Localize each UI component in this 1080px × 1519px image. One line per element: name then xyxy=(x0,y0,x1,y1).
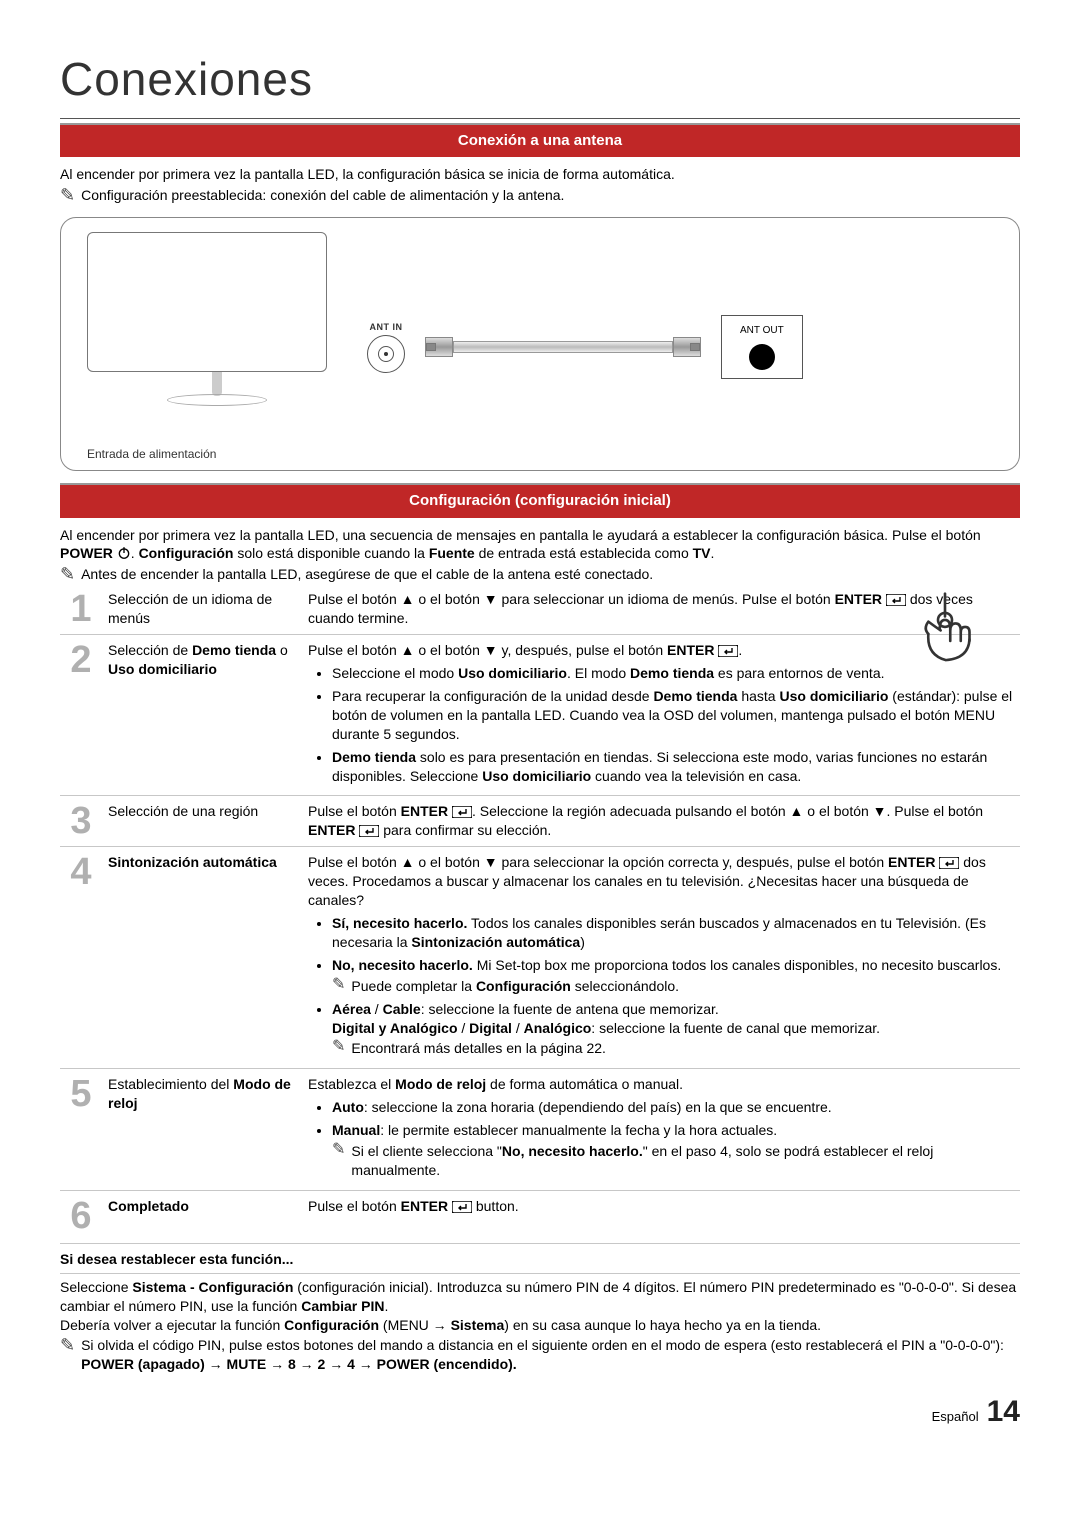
setup-section-bar: Configuración (configuración inicial) xyxy=(60,483,1020,517)
reset-body: Seleccione Sistema - Configuración (conf… xyxy=(60,1273,1020,1374)
step-row-6: 6 Completado Pulse el botón ENTER button… xyxy=(60,1190,1020,1241)
antenna-section-bar: Conexión a una antena xyxy=(60,123,1020,157)
step-label: Establecimiento del Modo de reloj xyxy=(102,1069,302,1190)
step-number: 1 xyxy=(60,584,102,635)
step-row-4: 4 Sintonización automática Pulse el botó… xyxy=(60,847,1020,1069)
ant-out-label: ANT OUT xyxy=(740,324,784,338)
cable-segment xyxy=(453,341,673,353)
ant-out-hole-icon xyxy=(749,344,775,370)
ant-in-label: ANT IN xyxy=(370,321,403,333)
cable-plug-left xyxy=(425,337,453,357)
step-number: 4 xyxy=(60,847,102,1069)
footer-language: Español xyxy=(932,1408,979,1426)
note-icon: ✎ xyxy=(60,565,75,583)
footer-page-number: 14 xyxy=(987,1392,1020,1433)
ant-in-port: ANT IN xyxy=(367,321,405,373)
setup-note-text: Antes de encender la pantalla LED, asegú… xyxy=(81,565,653,584)
step-row-1: 1 Selección de un idioma de menús Pulse … xyxy=(60,584,1020,635)
step-row-5: 5 Establecimiento del Modo de reloj Esta… xyxy=(60,1069,1020,1190)
step-label: Selección de Demo tienda o Uso domicilia… xyxy=(102,635,302,796)
step-label: Completado xyxy=(102,1190,302,1241)
step-body: Pulse el botón ENTER . Seleccione la reg… xyxy=(302,796,1020,847)
tv-illustration: Entrada de alimentación xyxy=(87,232,347,462)
step-body: Establezca el Modo de reloj de forma aut… xyxy=(302,1069,1020,1190)
step-label: Selección de una región xyxy=(102,796,302,847)
note-icon: ✎ xyxy=(332,1142,345,1158)
step-body: Pulse el botón ▲ o el botón ▼ para selec… xyxy=(302,847,1020,1069)
antenna-note: ✎ Configuración preestablecida: conexión… xyxy=(60,186,1020,205)
coax-icon xyxy=(367,335,405,373)
note-icon: ✎ xyxy=(60,1336,75,1354)
title-rule xyxy=(60,118,1020,119)
cable-plug-right xyxy=(673,337,701,357)
page-footer: Español 14 xyxy=(60,1392,1020,1433)
step-row-2: 2 Selección de Demo tienda o Uso domicil… xyxy=(60,635,1020,796)
enter-icon xyxy=(939,857,959,869)
step-number: 3 xyxy=(60,796,102,847)
steps-table: 1 Selección de un idioma de menús Pulse … xyxy=(60,584,1020,1241)
power-icon xyxy=(117,546,131,560)
antenna-note-text: Configuración preestablecida: conexión d… xyxy=(81,186,564,205)
hand-illustration xyxy=(910,586,980,671)
enter-icon xyxy=(718,645,738,657)
step-label: Sintonización automática xyxy=(102,847,302,1069)
note-icon: ✎ xyxy=(332,1039,345,1055)
antenna-diagram: Entrada de alimentación ANT IN ANT OUT xyxy=(60,217,1020,471)
step-number: 2 xyxy=(60,635,102,796)
step-label: Selección de un idioma de menús xyxy=(102,584,302,635)
enter-icon xyxy=(359,825,379,837)
enter-icon xyxy=(452,806,472,818)
antenna-intro: Al encender por primera vez la pantalla … xyxy=(60,165,1020,184)
power-inlet-caption: Entrada de alimentación xyxy=(87,446,347,462)
ant-out-port: ANT OUT xyxy=(721,315,803,379)
step-body: Pulse el botón ENTER button. xyxy=(302,1190,1020,1241)
enter-icon xyxy=(452,1201,472,1213)
setup-intro: Al encender por primera vez la pantalla … xyxy=(60,526,1020,564)
step-number: 5 xyxy=(60,1069,102,1190)
setup-note: ✎ Antes de encender la pantalla LED, ase… xyxy=(60,565,1020,584)
step-number: 6 xyxy=(60,1190,102,1241)
page-title: Conexiones xyxy=(60,48,1020,110)
step-row-3: 3 Selección de una región Pulse el botón… xyxy=(60,796,1020,847)
reset-heading: Si desea restablecer esta función... xyxy=(60,1251,293,1267)
note-icon: ✎ xyxy=(60,186,75,204)
enter-icon xyxy=(886,594,906,606)
note-icon: ✎ xyxy=(332,977,345,993)
